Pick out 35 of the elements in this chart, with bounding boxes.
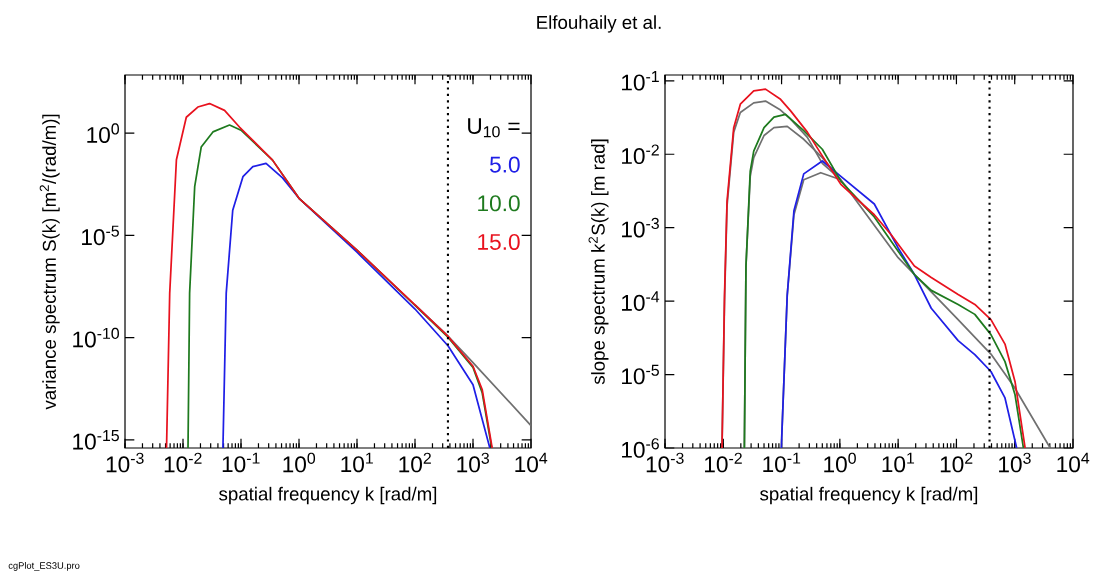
y-tick-label: 10$^{-1}$: [622, 71, 659, 91]
x-tick-label: 10$^{1}$: [341, 452, 373, 473]
y-axis-title: slope spectrum k$^{2}$S(k) [m rad]: [588, 139, 609, 385]
x-tick-label: 10$^{2}$: [940, 452, 973, 473]
x-tick-label: 10$^{1}$: [882, 452, 915, 473]
x-tick-label: 10$^{-1}$: [763, 452, 801, 473]
x-axis-title: spatial frequency k [rad/m]: [219, 486, 437, 505]
text: Elfouhaily et al.: [537, 15, 661, 33]
text: 5.0: [489, 156, 520, 173]
y-tick-label: 10$^{-3}$: [622, 217, 659, 238]
text: 15.0: [478, 233, 520, 250]
text: 10.0: [478, 195, 520, 212]
text: cgPlot_ES3U.pro: [8, 562, 80, 571]
x-tick-label: 10$^{-1}$: [222, 452, 260, 473]
y-tick-label: 10$^{0}$: [87, 123, 119, 143]
legend-title: U$_{10}$ =: [468, 118, 520, 138]
y-tick-label: 10$^{-5}$: [82, 225, 119, 246]
x-tick-label: 10$^{-3}$: [106, 452, 144, 473]
y-tick-label: 10$^{-15}$: [73, 430, 119, 450]
y-tick-label: 10$^{-10}$: [73, 327, 119, 348]
x-tick-label: 10$^{-2}$: [164, 452, 202, 473]
x-tick-label: 10$^{2}$: [399, 452, 431, 473]
x-tick-label: 10$^{3}$: [457, 452, 489, 473]
x-tick-label: 10$^{4}$: [1057, 452, 1090, 473]
x-tick-label: 10$^{3}$: [999, 452, 1031, 473]
y-axis-title: variance spectrum S(k) [m$^{2}$/(rad/m)]: [39, 114, 60, 410]
x-tick-label: 10$^{-2}$: [705, 452, 742, 473]
y-tick-label: 10$^{-2}$: [622, 144, 659, 165]
x-tick-label: 10$^{4}$: [515, 452, 548, 473]
x-axis-title: spatial frequency k [rad/m]: [760, 486, 978, 505]
y-tick-label: 10$^{-5}$: [622, 364, 659, 385]
y-tick-label: 10$^{-4}$: [622, 291, 660, 311]
x-tick-label: 10$^{-3}$: [646, 452, 684, 473]
x-tick-label: 10$^{0}$: [824, 452, 856, 473]
x-tick-label: 10$^{0}$: [283, 452, 316, 473]
